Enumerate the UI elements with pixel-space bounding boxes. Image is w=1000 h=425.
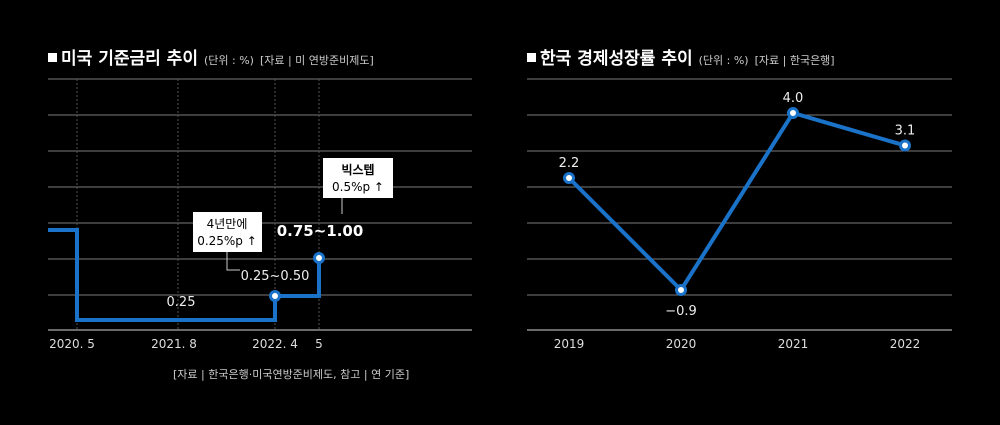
rate-point-2022-4: [269, 290, 281, 302]
callout-text: 0.25%p ↑: [197, 234, 257, 248]
title-bullet-icon: [48, 53, 57, 62]
rate-point-2022-5: [313, 252, 325, 264]
callout-box-4year: [193, 212, 262, 252]
callout-leader-line: [226, 252, 240, 271]
x-tick-label: 2021: [778, 337, 809, 351]
left-chart-title: 미국 기준금리 추이 (단위 : %) [자료 | 미 연방준비제도]: [48, 44, 374, 69]
growth-value-label: 3.1: [895, 124, 916, 139]
growth-point-2020: [675, 284, 687, 296]
callout-text: 빅스텝: [341, 163, 374, 177]
x-tick-label: 2022. 4: [252, 337, 298, 351]
growth-value-label: −0.9: [665, 304, 697, 319]
growth-value-label: 2.2: [559, 156, 580, 171]
growth-value-label: 4.0: [783, 91, 804, 106]
growth-point-2021: [787, 107, 799, 119]
callout-text: 0.5%p ↑: [332, 180, 384, 194]
callout-box-bigstep: [323, 158, 393, 198]
left-footer-source: [자료 | 한국은행·미국연방준비제도, 참고 | 연 기준]: [173, 368, 410, 381]
x-tick-label: 5: [315, 337, 323, 351]
growth-point-2019: [563, 172, 575, 185]
right-chart-title: 한국 경제성장률 추이 (단위 : %) [자료 | 한국은행]: [527, 44, 835, 69]
x-tick-label: 2020: [666, 337, 697, 351]
left-unit: (단위 : %): [203, 54, 254, 67]
x-tick-label: 2022: [890, 337, 921, 351]
x-tick-label: 2019: [554, 337, 585, 351]
data-label-0.25: 0.25: [167, 295, 196, 310]
callout-text: 4년만에: [207, 217, 248, 231]
right-unit: (단위 : %): [698, 54, 749, 67]
growth-point-2022: [899, 139, 911, 152]
right-title-text: 한국 경제성장률 추이: [540, 49, 693, 69]
left-source: [자료 | 미 연방준비제도]: [259, 54, 374, 67]
growth-line: [567, 110, 906, 294]
data-label-0.75-1.00: 0.75~1.00: [277, 222, 364, 240]
data-label-0.25-0.50: 0.25~0.50: [241, 269, 310, 284]
rate-step-line: [48, 228, 321, 322]
right-source: [자료 | 한국은행]: [754, 54, 835, 67]
x-tick-label: 2020. 5: [49, 337, 95, 351]
left-title-text: 미국 기준금리 추이: [61, 49, 198, 69]
x-tick-label: 2021. 8: [151, 337, 197, 351]
title-bullet-icon: [527, 53, 536, 62]
